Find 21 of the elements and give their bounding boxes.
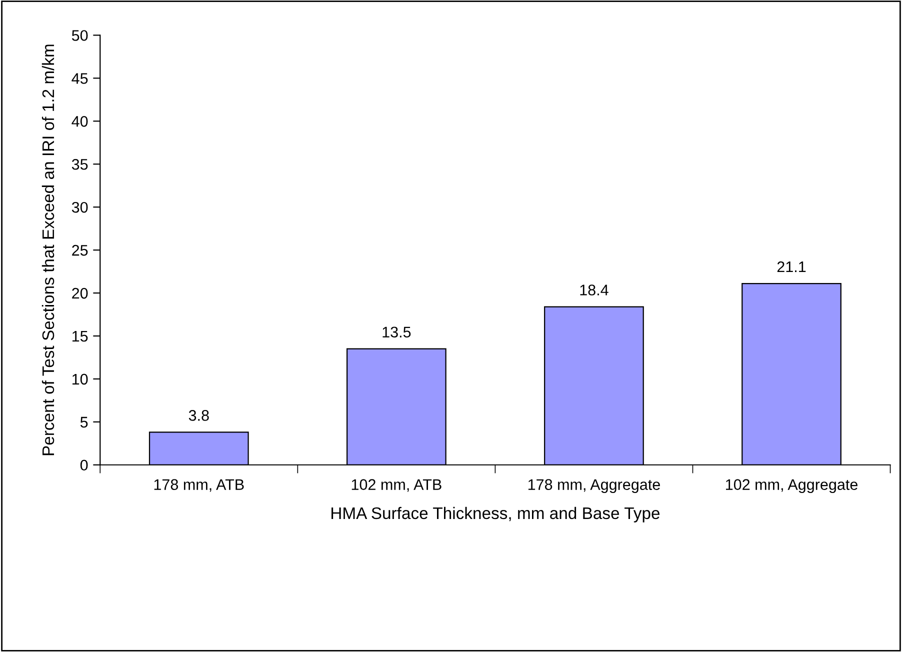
y-tick-label: 5 — [80, 416, 88, 428]
y-tick-label: 45 — [72, 73, 88, 84]
y-tick-label: 25 — [72, 244, 88, 256]
y-tick-label: 35 — [72, 158, 88, 170]
data-label: 18.4 — [580, 284, 608, 296]
x-tick-label: 178 mm, Aggregate — [528, 479, 660, 494]
y-tick-label: 15 — [72, 331, 88, 342]
y-tick-label: 40 — [72, 116, 88, 127]
y-axis-title: Percent of Test Sections that Exceed an IRI of 1.2 m/km — [42, 44, 54, 456]
x-tick-label: 102 mm, ATB — [352, 479, 442, 492]
x-tick-label: 102 mm, Aggregate — [726, 479, 858, 494]
y-tick-label: 0 — [80, 460, 88, 471]
data-label: 13.5 — [382, 326, 411, 338]
x-axis-title: HMA Surface Thickness, mm and Base Type — [332, 506, 660, 522]
x-tick-label: 178 mm, ATB — [154, 479, 244, 492]
data-label: 3.8 — [188, 410, 209, 421]
y-tick-label: 50 — [72, 30, 88, 41]
y-tick-label: 20 — [72, 288, 88, 299]
y-tick-label: 30 — [72, 202, 88, 213]
data-label: 21.1 — [777, 261, 806, 272]
y-tick-label: 10 — [72, 374, 88, 385]
